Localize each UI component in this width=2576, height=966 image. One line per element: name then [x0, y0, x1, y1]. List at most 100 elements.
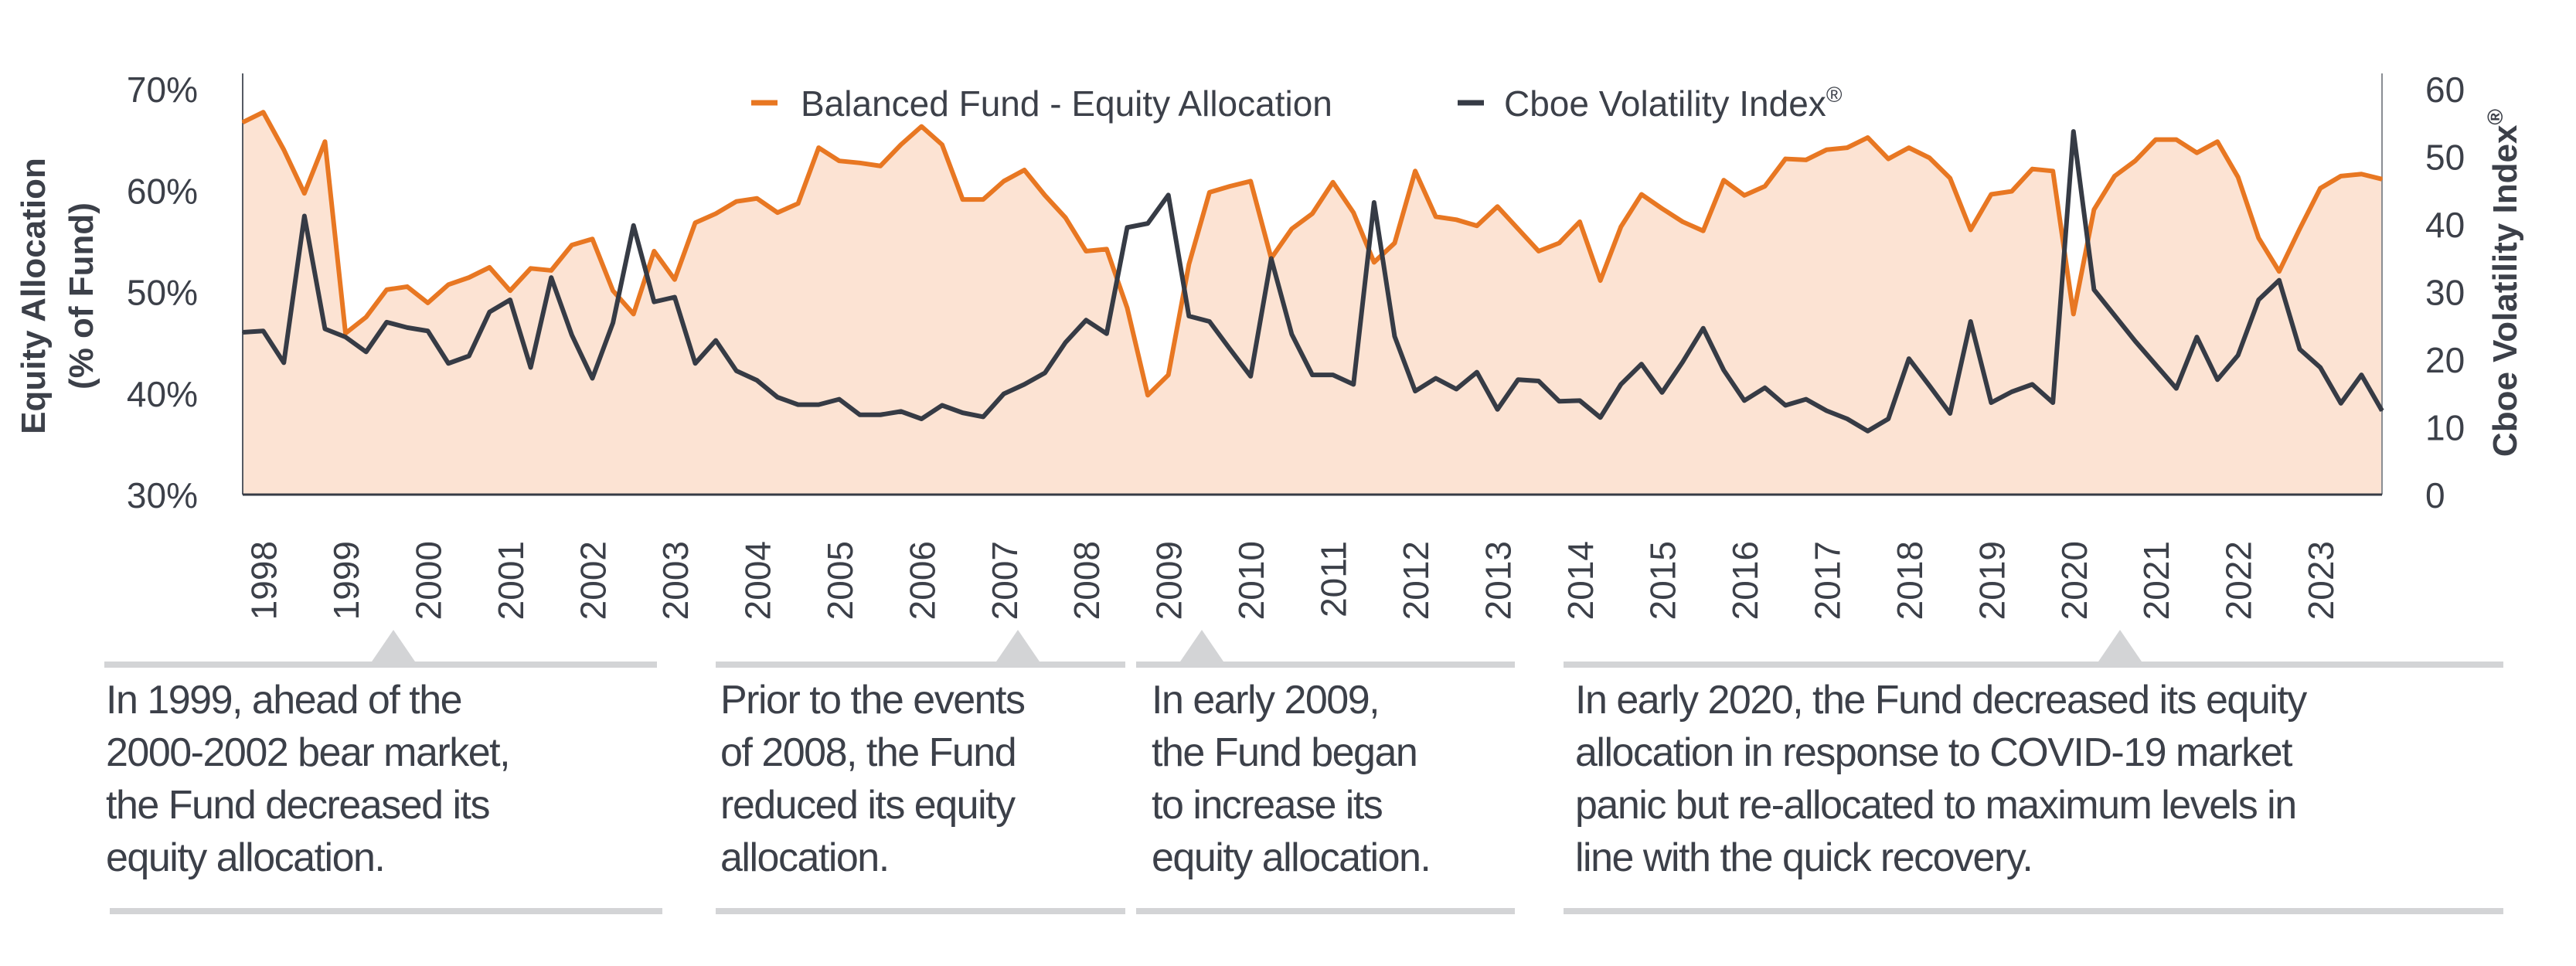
right-axis-title: Cboe Volatility Index® [2483, 109, 2524, 457]
equity-point [859, 162, 861, 164]
x-tick-label: 2017 [1807, 541, 1847, 620]
vix-point [2381, 410, 2383, 412]
vix-point [1434, 377, 1437, 379]
x-tick-label: 2008 [1067, 541, 1107, 620]
vix-point [488, 311, 491, 313]
x-tick-label: 2018 [1890, 541, 1930, 620]
left-tick-label: 40% [127, 374, 198, 414]
equity-point [365, 316, 367, 318]
x-tick-label: 2021 [2136, 541, 2176, 620]
vix-point [2134, 340, 2136, 342]
vix-point [2031, 383, 2033, 386]
vix-point [2196, 336, 2198, 338]
left-axis-title-line2: (% of Fund) [63, 202, 100, 389]
equity-point [920, 125, 923, 128]
annotation-1999: In 1999, ahead of the 2000-2002 bear mar… [106, 674, 511, 884]
vix-point [427, 330, 429, 332]
equity-point [1887, 158, 1890, 160]
vix-point [2237, 354, 2239, 356]
annotation-line: equity allocation. [1152, 835, 1431, 880]
x-tick-label: 2019 [1972, 541, 2012, 620]
vix-point [1496, 408, 1499, 410]
equity-point [1579, 220, 1581, 223]
annotation-bottom-rule [110, 908, 662, 914]
equity-point [797, 202, 799, 205]
vix-point [838, 398, 840, 400]
vix-point [2010, 391, 2013, 393]
vix-point [1702, 327, 1704, 329]
equity-point [2031, 168, 2033, 170]
left-tick-label: 30% [127, 475, 198, 515]
equity-point [1517, 228, 1519, 230]
vix-point [1373, 202, 1375, 203]
vix-point [1229, 348, 1231, 350]
equity-point [2114, 175, 2115, 177]
vix-point [324, 328, 326, 330]
equity-point [1723, 179, 1725, 182]
vix-point [756, 379, 758, 382]
vix-point [1353, 383, 1355, 386]
vix-point [1579, 400, 1581, 402]
equity-point [1764, 185, 1766, 187]
equity-point [1044, 194, 1046, 196]
vix-point [2360, 374, 2363, 376]
equity-point [1353, 212, 1355, 214]
vix-point [262, 330, 264, 332]
x-tick-label: 2005 [820, 541, 860, 620]
equity-point [324, 141, 326, 143]
vix-point [1414, 390, 1417, 393]
vix-point [1805, 398, 1807, 400]
equity-point [386, 288, 388, 291]
equity-point [961, 199, 964, 201]
equity-point [447, 284, 450, 286]
vix-point [468, 355, 470, 357]
x-tick-label: 2002 [573, 541, 613, 620]
equity-point [1805, 158, 1807, 161]
equity-point [1105, 248, 1108, 250]
vix-point [447, 362, 450, 365]
equity-point [570, 244, 573, 247]
legend-label-vix: Cboe Volatility Index® [1504, 83, 1843, 124]
vix-point [550, 277, 553, 279]
equity-point [2175, 138, 2177, 141]
vix-point [1023, 383, 1026, 386]
x-tick-label: 2004 [737, 541, 778, 620]
equity-point [2072, 313, 2074, 315]
annotation-line: 2000-2002 bear market, [106, 730, 511, 775]
annotation-2008: Prior to the events of 2008, the Fund re… [720, 674, 1026, 884]
annotation-line: reduced its equity [720, 783, 1016, 828]
x-tick-label: 2022 [2219, 541, 2259, 620]
vix-point [509, 299, 511, 301]
equity-point [2093, 209, 2095, 211]
vix-point [1475, 371, 1478, 373]
vix-point [818, 403, 820, 406]
equity-point [1599, 280, 1601, 282]
equity-point [1496, 206, 1499, 208]
equity-point [1434, 216, 1437, 218]
vix-point [1393, 335, 1396, 338]
left-axis-title: Equity Allocation (% of Fund) [15, 158, 100, 434]
vix-point [406, 326, 408, 328]
annotation-line: allocation in response to COVID-19 marke… [1575, 730, 2292, 775]
x-tick-label: 2023 [2301, 541, 2341, 620]
equity-point [1002, 180, 1005, 182]
vix-point [2299, 348, 2301, 350]
vix-point [2114, 315, 2115, 317]
left-tick-label: 70% [127, 70, 198, 110]
equity-point [1147, 394, 1149, 396]
annotation-line: panic but re-allocated to maximum levels… [1575, 783, 2297, 828]
right-tick-label: 20 [2425, 340, 2465, 380]
annotation-top-rule [1136, 662, 1515, 668]
equity-point [1085, 250, 1087, 252]
equity-point [1907, 147, 1910, 149]
equity-point [2237, 176, 2239, 179]
vix-point [859, 413, 861, 416]
equity-point [694, 222, 696, 224]
vix-point [1661, 391, 1663, 393]
vix-point [1764, 386, 1766, 389]
right-tick-label: 50 [2425, 138, 2465, 178]
equity-point [488, 267, 491, 268]
equity-point [2339, 175, 2342, 177]
vix-point [1620, 383, 1622, 386]
